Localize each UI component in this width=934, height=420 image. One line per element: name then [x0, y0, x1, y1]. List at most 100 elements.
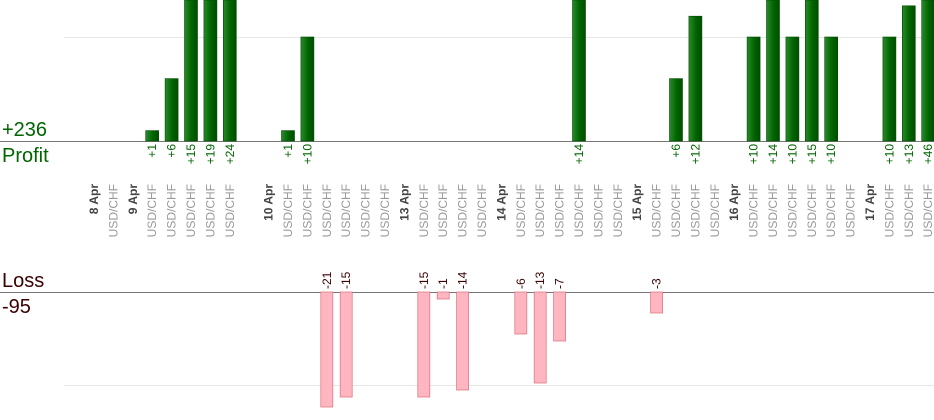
symbol-label: USD/CHF [184, 184, 198, 237]
date-label: 9 Apr [126, 184, 140, 215]
loss-bar [436, 291, 450, 300]
value-labels: +1 +6 +15 +19 +24 +1 +10 -21 -15 -15 -1 -14 -6 -13 -7 +… [145, 144, 934, 289]
profit-value-label: +14 [572, 144, 586, 165]
profit-bar [688, 15, 703, 142]
loss-bar [320, 291, 334, 408]
profit-bar [785, 36, 800, 142]
symbol-label: USD/CHF [708, 184, 722, 237]
symbol-label: USD/CHF [572, 184, 586, 237]
profit-value-label: +12 [688, 144, 702, 165]
profit-bar [882, 36, 897, 142]
loss-total: -95 [2, 296, 31, 318]
symbol-label: USD/CHF [106, 184, 120, 237]
date-label: 8 Apr [87, 184, 101, 215]
loss-value-label: -13 [533, 271, 547, 289]
symbol-label: USD/CHF [145, 184, 159, 237]
symbol-label: USD/CHF [650, 184, 664, 237]
profit-value-label: +46 [921, 144, 934, 165]
date-label: 13 Apr [397, 184, 411, 221]
profit-bar [572, 0, 586, 142]
date-label: 15 Apr [630, 184, 644, 221]
profit-bar [300, 36, 315, 142]
symbol-label: USD/CHF [320, 184, 334, 237]
profit-total: +236 [2, 119, 48, 141]
symbol-label: USD/CHF [882, 184, 896, 237]
profit-value-label: +10 [300, 144, 314, 165]
symbol-label: USD/CHF [456, 184, 470, 237]
loss-bar [339, 291, 353, 398]
symbol-label: USD/CHF [669, 184, 683, 237]
loss-label: Loss [2, 270, 45, 292]
profit-bar [921, 0, 934, 142]
loss-bar [514, 291, 528, 335]
symbol-label: USD/CHF [902, 184, 916, 237]
symbol-label: USD/CHF [165, 184, 179, 237]
symbol-label: USD/CHF [921, 184, 934, 237]
profit-bar [804, 0, 819, 142]
symbol-label: USD/CHF [785, 184, 799, 237]
profit-bar [281, 130, 295, 142]
loss-value-label: -15 [417, 271, 431, 289]
loss-value-label: -6 [514, 278, 528, 289]
symbol-label: USD/CHF [359, 184, 373, 237]
profit-value-label: +24 [223, 144, 237, 165]
profit-value-label: +19 [203, 144, 217, 165]
symbol-label: USD/CHF [281, 184, 295, 237]
bars [145, 0, 934, 408]
profit-value-label: +6 [165, 144, 179, 158]
loss-value-label: -3 [650, 278, 664, 289]
symbol-label: USD/CHF [533, 184, 547, 237]
profit-bar [223, 0, 237, 142]
date-label: 17 Apr [863, 184, 877, 221]
profit-label: Profit [2, 145, 49, 167]
symbol-label: USD/CHF [514, 184, 528, 237]
loss-value-label: -21 [320, 271, 334, 289]
symbol-label: USD/CHF [223, 184, 237, 237]
symbol-label: USD/CHF [300, 184, 314, 237]
symbol-label: USD/CHF [553, 184, 567, 237]
date-label: 14 Apr [494, 184, 508, 221]
symbol-label: USD/CHF [844, 184, 858, 237]
symbol-label: USD/CHF [747, 184, 761, 237]
profit-value-label: +10 [747, 144, 761, 165]
symbol-label: USD/CHF [436, 184, 450, 237]
date-label: 16 Apr [727, 184, 741, 221]
symbol-label: USD/CHF [591, 184, 605, 237]
symbol-label: USD/CHF [805, 184, 819, 237]
profit-bar [824, 36, 839, 142]
symbol-label: USD/CHF [824, 184, 838, 237]
date-label: 10 Apr [262, 184, 276, 221]
x-labels: 8 Apr 9 Apr 10 Apr 13 Apr 14 Apr 15 Apr 16 Apr… [87, 184, 934, 238]
profit-value-label: +10 [824, 144, 838, 165]
profit-bar [184, 0, 198, 142]
symbol-label: USD/CHF [417, 184, 431, 237]
profit-value-label: +14 [766, 144, 780, 165]
loss-value-label: -7 [553, 278, 567, 289]
profit-bar [901, 5, 916, 142]
profit-value-label: +1 [281, 144, 295, 158]
profit-value-label: +13 [902, 144, 916, 165]
profit-value-label: +15 [184, 144, 198, 165]
symbol-label: USD/CHF [688, 184, 702, 237]
symbol-label: USD/CHF [766, 184, 780, 237]
profit-value-label: +10 [785, 144, 799, 165]
profit-bar [203, 0, 218, 142]
symbol-label: USD/CHF [339, 184, 353, 237]
symbol-label: USD/CHF [378, 184, 392, 237]
symbol-label: USD/CHF [611, 184, 625, 237]
profit-value-label: +6 [669, 144, 683, 158]
profit-bar [746, 36, 761, 142]
loss-bar [650, 291, 663, 314]
loss-value-label: -1 [436, 278, 450, 289]
loss-bar [417, 291, 431, 398]
profit-value-label: +1 [145, 144, 159, 158]
profit-value-label: +15 [805, 144, 819, 165]
loss-bar [533, 291, 547, 384]
symbol-label: USD/CHF [475, 184, 489, 237]
loss-bar [456, 291, 470, 391]
profit-bar [145, 130, 159, 142]
loss-value-label: -14 [456, 271, 470, 289]
profit-bar [669, 78, 683, 142]
loss-value-label: -15 [339, 271, 353, 289]
